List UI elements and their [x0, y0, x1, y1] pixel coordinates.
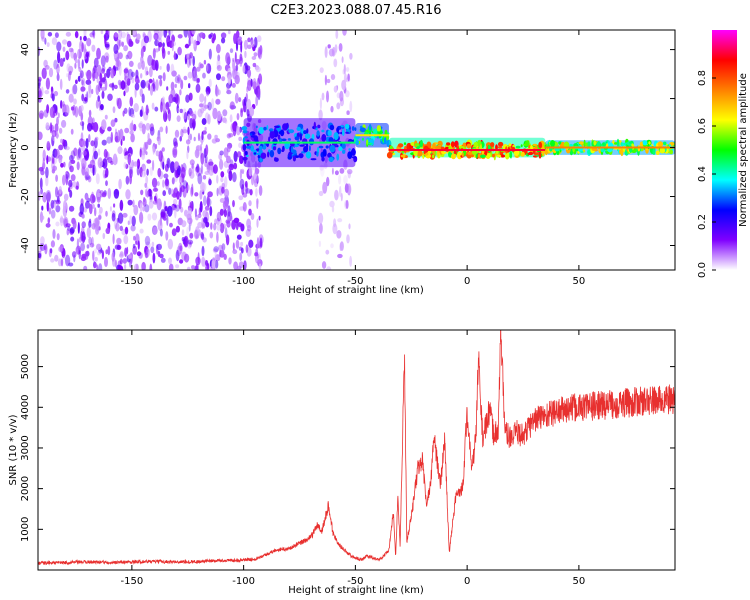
- snr-x-label: Height of straight line (km): [288, 585, 424, 596]
- y-tick-label: 4000: [20, 395, 31, 420]
- spectrogram-y-ticks: -40 -20 0 20 40: [20, 43, 675, 254]
- y-tick-label: 3000: [20, 435, 31, 460]
- spectrogram-frame: [37, 29, 676, 271]
- spectrogram-x-label: Height of straight line (km): [288, 285, 424, 296]
- spectrogram-region: [386, 137, 547, 161]
- x-tick-label: 0: [464, 276, 470, 287]
- colorbar-tick-label: 0.2: [697, 214, 708, 230]
- x-tick-label: -150: [121, 276, 144, 287]
- y-tick-label: 0: [20, 144, 31, 150]
- spectrogram-region: [544, 138, 675, 157]
- x-tick-label: -150: [121, 576, 144, 587]
- x-tick-label: 50: [573, 576, 586, 587]
- colorbar-tick-label: 0.6: [697, 118, 708, 134]
- spectrogram-data: [38, 30, 675, 270]
- y-tick-label: 2000: [20, 476, 31, 501]
- chart-title: C2E3.2023.088.07.45.R16: [270, 3, 441, 18]
- colorbar-tick-label: 0.4: [697, 166, 708, 182]
- x-tick-label: -100: [232, 276, 255, 287]
- x-tick-label: -100: [232, 576, 255, 587]
- spectrogram-region: [38, 30, 264, 270]
- y-tick-label: 1000: [20, 517, 31, 542]
- snr-y-label: SNR (10 * v/v): [8, 414, 19, 485]
- snr-panel: -150 -100 -50 0 50 1000 2000 3000 4000 5000 Heig…: [8, 329, 676, 596]
- spectrogram-panel: -150 -100 -50 0 50 -40 -20 0 20 40 Height of str…: [8, 29, 676, 296]
- y-tick-label: 5000: [20, 354, 31, 379]
- snr-frame: [37, 329, 676, 571]
- spectrogram-region: [353, 123, 392, 148]
- y-tick-label: 40: [20, 43, 31, 56]
- colorbar-tick-label: 0.8: [697, 70, 708, 86]
- colorbar: 0.0 0.2 0.4 0.6 0.8 Normalized spectral ampl…: [697, 30, 749, 278]
- spectrogram-x-ticks: -150 -100 -50 0 50: [121, 30, 586, 287]
- snr-data: [38, 330, 675, 566]
- snr-x-ticks: -150 -100 -50 0 50: [121, 330, 586, 587]
- spectrogram-y-label: Frequency (Hz): [8, 112, 19, 188]
- x-tick-label: -50: [347, 576, 363, 587]
- snr-y-ticks: 1000 2000 3000 4000 5000: [20, 354, 675, 542]
- x-tick-label: 0: [464, 576, 470, 587]
- y-tick-label: -20: [20, 188, 31, 204]
- colorbar-gradient: [712, 30, 737, 270]
- colorbar-label: Normalized spectral amplitude: [738, 73, 749, 227]
- y-tick-label: 20: [20, 92, 31, 105]
- colorbar-tick-label: 0.0: [697, 262, 708, 278]
- colorbar-ticks: 0.0 0.2 0.4 0.6 0.8: [697, 70, 716, 278]
- spectrogram-region: [241, 118, 358, 168]
- x-tick-label: 50: [573, 276, 586, 287]
- y-tick-label: -40: [20, 237, 31, 253]
- x-tick-label: -50: [347, 276, 363, 287]
- snr-line: [38, 330, 675, 566]
